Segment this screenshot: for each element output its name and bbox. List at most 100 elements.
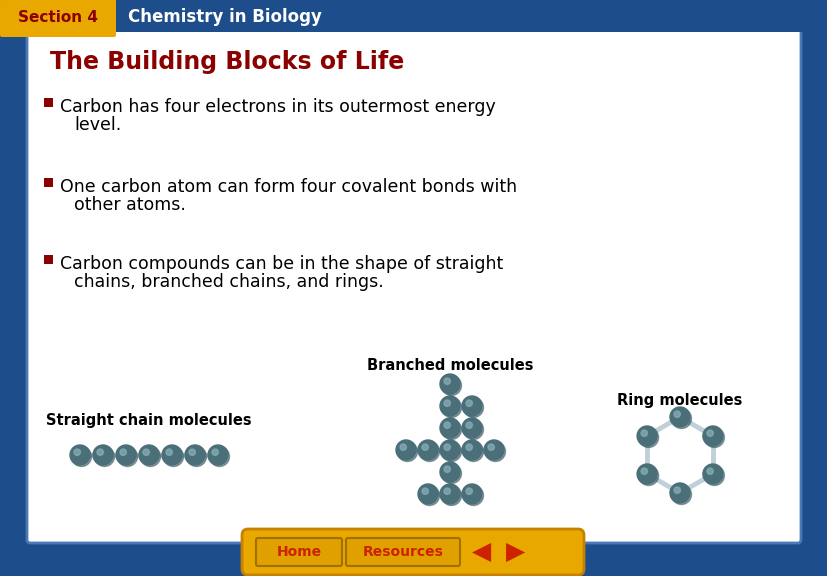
Text: Section 4: Section 4 — [18, 10, 98, 25]
Circle shape — [212, 449, 218, 456]
Circle shape — [208, 445, 227, 465]
Text: Resources: Resources — [362, 545, 443, 559]
Circle shape — [439, 462, 460, 482]
Circle shape — [93, 445, 112, 465]
Text: One carbon atom can form four covalent bonds with: One carbon atom can form four covalent b… — [60, 178, 517, 196]
Circle shape — [466, 400, 472, 407]
Circle shape — [463, 486, 483, 506]
Circle shape — [485, 441, 505, 461]
Circle shape — [461, 418, 481, 438]
Circle shape — [669, 483, 689, 503]
Circle shape — [636, 426, 657, 446]
Circle shape — [117, 446, 137, 467]
Circle shape — [673, 411, 680, 418]
Circle shape — [162, 445, 182, 465]
Circle shape — [441, 419, 461, 439]
Circle shape — [466, 422, 472, 429]
Text: Carbon compounds can be in the shape of straight: Carbon compounds can be in the shape of … — [60, 255, 503, 273]
Circle shape — [186, 446, 206, 467]
Text: level.: level. — [74, 116, 121, 134]
FancyBboxPatch shape — [346, 538, 460, 566]
Circle shape — [209, 446, 229, 467]
Circle shape — [141, 446, 160, 467]
Circle shape — [70, 445, 90, 465]
Circle shape — [702, 426, 722, 446]
Circle shape — [669, 407, 689, 427]
Circle shape — [461, 440, 481, 460]
Circle shape — [439, 374, 460, 394]
Circle shape — [638, 427, 657, 448]
Circle shape — [443, 400, 450, 407]
Circle shape — [443, 444, 450, 450]
Circle shape — [143, 449, 149, 456]
Circle shape — [189, 449, 195, 456]
Circle shape — [484, 440, 504, 460]
Text: Branched molecules: Branched molecules — [366, 358, 533, 373]
Text: Chemistry in Biology: Chemistry in Biology — [128, 8, 322, 26]
Circle shape — [418, 484, 437, 504]
Circle shape — [163, 446, 184, 467]
Circle shape — [74, 449, 80, 456]
Text: Home: Home — [276, 545, 321, 559]
Circle shape — [418, 440, 437, 460]
Bar — [44, 255, 53, 264]
Circle shape — [463, 397, 483, 418]
Text: chains, branched chains, and rings.: chains, branched chains, and rings. — [74, 273, 383, 291]
Circle shape — [443, 488, 450, 494]
Circle shape — [422, 444, 428, 450]
Bar — [44, 178, 53, 187]
Circle shape — [439, 484, 460, 504]
Circle shape — [419, 441, 439, 461]
Text: ◀: ◀ — [472, 540, 491, 564]
Circle shape — [706, 468, 712, 475]
Circle shape — [441, 464, 461, 483]
FancyBboxPatch shape — [0, 0, 116, 37]
Circle shape — [466, 488, 472, 494]
Circle shape — [94, 446, 114, 467]
Circle shape — [120, 449, 127, 456]
Circle shape — [461, 396, 481, 416]
Bar — [0, 0, 827, 32]
Circle shape — [71, 446, 92, 467]
Circle shape — [441, 486, 461, 506]
Circle shape — [638, 465, 657, 486]
Text: other atoms.: other atoms. — [74, 196, 185, 214]
Circle shape — [702, 464, 722, 484]
Circle shape — [487, 444, 494, 450]
Circle shape — [139, 445, 159, 465]
Circle shape — [704, 465, 724, 486]
Circle shape — [640, 430, 647, 437]
FancyBboxPatch shape — [241, 529, 583, 575]
Text: ▶: ▶ — [506, 540, 525, 564]
Circle shape — [443, 422, 450, 429]
Circle shape — [441, 376, 461, 396]
Circle shape — [466, 444, 472, 450]
Circle shape — [441, 441, 461, 461]
Circle shape — [439, 418, 460, 438]
Circle shape — [443, 378, 450, 384]
Circle shape — [443, 466, 450, 472]
Circle shape — [97, 449, 103, 456]
Bar — [44, 98, 53, 107]
Text: Carbon has four electrons in its outermost energy: Carbon has four electrons in its outermo… — [60, 98, 495, 116]
FancyBboxPatch shape — [27, 29, 800, 543]
Circle shape — [439, 440, 460, 460]
Text: The Building Blocks of Life: The Building Blocks of Life — [50, 50, 404, 74]
Circle shape — [184, 445, 205, 465]
Circle shape — [671, 484, 691, 505]
Circle shape — [673, 487, 680, 494]
Circle shape — [636, 464, 657, 484]
Circle shape — [704, 427, 724, 448]
Circle shape — [640, 468, 647, 475]
FancyBboxPatch shape — [256, 538, 342, 566]
Circle shape — [671, 408, 691, 429]
Circle shape — [706, 430, 712, 437]
Circle shape — [463, 441, 483, 461]
Circle shape — [439, 396, 460, 416]
Circle shape — [441, 397, 461, 418]
Text: Straight chain molecules: Straight chain molecules — [46, 412, 251, 427]
Circle shape — [399, 444, 406, 450]
Circle shape — [165, 449, 172, 456]
Circle shape — [419, 486, 439, 506]
Circle shape — [397, 441, 417, 461]
